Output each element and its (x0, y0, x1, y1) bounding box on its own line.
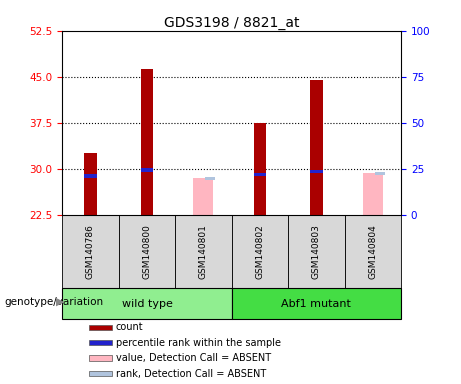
Bar (231, 215, 288, 288)
Bar (175, 215, 231, 288)
Bar (254, 122, 266, 215)
Text: GSM140802: GSM140802 (255, 224, 265, 279)
Text: ▶: ▶ (56, 296, 65, 306)
Bar (89, 325, 112, 330)
Text: percentile rank within the sample: percentile rank within the sample (116, 338, 281, 348)
Bar (141, 168, 153, 172)
Bar (84, 174, 97, 178)
Bar (89, 356, 112, 361)
Bar (62, 288, 231, 319)
Bar (62, 215, 118, 288)
Text: GSM140804: GSM140804 (368, 224, 378, 279)
Text: GSM140800: GSM140800 (142, 224, 152, 279)
Text: genotype/variation: genotype/variation (5, 296, 104, 306)
Bar (118, 215, 175, 288)
Text: count: count (116, 322, 143, 332)
Bar (363, 173, 383, 215)
Bar (89, 371, 112, 376)
Title: GDS3198 / 8821_at: GDS3198 / 8821_at (164, 16, 299, 30)
Bar (288, 215, 344, 288)
Bar (89, 340, 112, 345)
Text: GSM140786: GSM140786 (86, 224, 95, 279)
Bar (84, 153, 97, 215)
Bar (254, 173, 266, 176)
Bar (310, 80, 323, 215)
Text: GSM140801: GSM140801 (199, 224, 208, 279)
Bar (205, 177, 215, 180)
Text: wild type: wild type (122, 298, 172, 308)
Bar (375, 172, 384, 175)
Bar (141, 70, 153, 215)
Text: GSM140803: GSM140803 (312, 224, 321, 279)
Bar (231, 288, 401, 319)
Bar (310, 170, 323, 173)
Text: value, Detection Call = ABSENT: value, Detection Call = ABSENT (116, 353, 271, 363)
Text: rank, Detection Call = ABSENT: rank, Detection Call = ABSENT (116, 369, 266, 379)
Bar (194, 178, 213, 215)
Text: Abf1 mutant: Abf1 mutant (281, 298, 351, 308)
Bar (344, 215, 401, 288)
